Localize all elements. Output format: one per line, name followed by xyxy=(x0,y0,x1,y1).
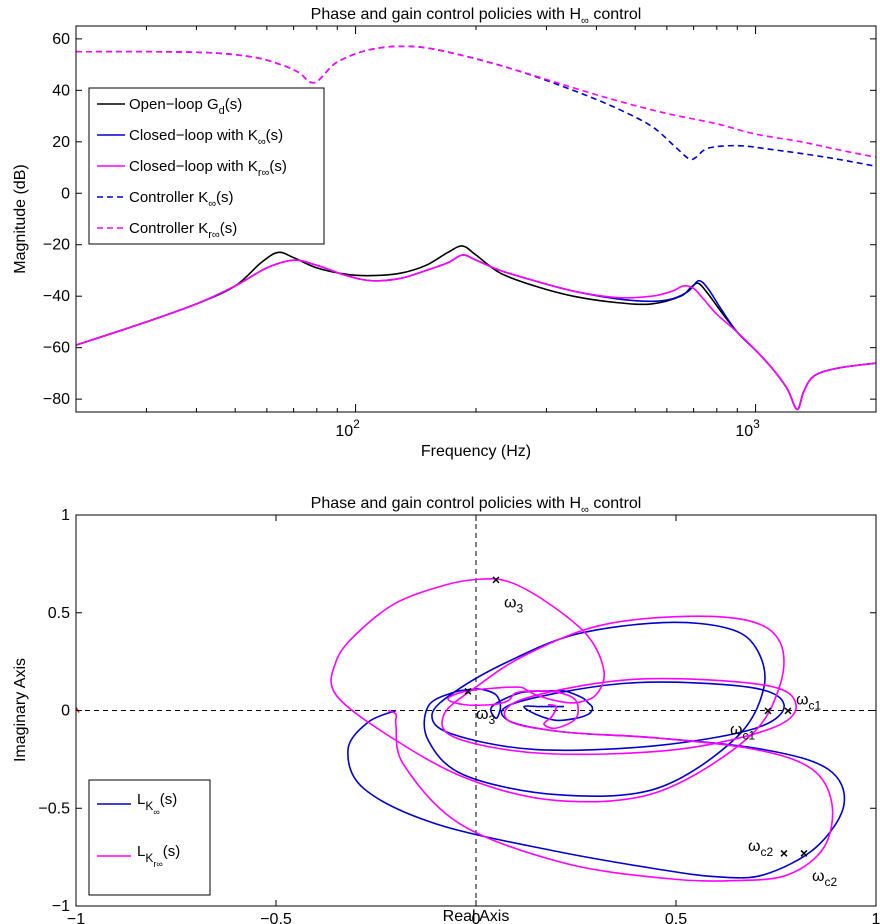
y-tick-label: −60 xyxy=(43,340,70,357)
bottom-legend: LK∞(s) LKr∞(s) xyxy=(88,779,211,896)
legend-label: LK∞(s) xyxy=(137,791,177,817)
x-tick-label: 102 xyxy=(335,417,360,440)
frequency-marker: × xyxy=(784,703,792,719)
y-tick-label: −20 xyxy=(43,237,70,254)
top-chart-title: Phase and gain control policies with H∞ … xyxy=(311,6,642,27)
frequency-marker: × xyxy=(764,703,772,719)
series-line-3 xyxy=(76,254,876,411)
legend-label: Controller K∞(s) xyxy=(129,189,234,210)
y-tick-label: 20 xyxy=(52,134,70,151)
frequency-marker: × xyxy=(800,845,808,861)
frequency-marker-label: ωc2 xyxy=(812,868,838,889)
legend-label: LKr∞(s) xyxy=(137,843,180,869)
y-tick-label: −1 xyxy=(52,898,70,915)
x-tick-label: 103 xyxy=(735,417,760,440)
y-tick-label: 0 xyxy=(61,703,70,720)
frequency-marker-label: ωc1 xyxy=(796,692,822,713)
y-tick-label: −0.5 xyxy=(38,800,70,817)
legend-label: Closed−loop with Kr∞(s) xyxy=(129,158,287,179)
frequency-marker-label: ω3 xyxy=(476,706,496,727)
nyquist-curve-2 xyxy=(330,577,834,882)
y-tick-label: −40 xyxy=(43,288,70,305)
y-tick-label: 0 xyxy=(61,185,70,202)
legend-label: Open−loop Gd(s) xyxy=(129,96,242,117)
x-tick-label: −0.5 xyxy=(260,911,292,924)
legend-box xyxy=(88,779,211,896)
nyquist-chart: ×ω3×ω3×ωc1×ωc1×ωc2 ×ωc2 10.50−0.5−1−1 −0.5… xyxy=(12,495,880,924)
frequency-marker: × xyxy=(464,683,472,699)
legend-box xyxy=(88,87,325,245)
y-tick-label: 60 xyxy=(52,31,70,48)
bottom-x-axis-label: Real Axis xyxy=(443,908,510,924)
x-tick-label: −1 xyxy=(67,911,85,924)
frequency-marker-label: ωc1 xyxy=(730,722,756,743)
bode-magnitude-chart: 60 40 20 0 −20 −40 −60 −80 102 103 Phase and gain… xyxy=(12,6,877,460)
legend-label: Controller Kr∞(s) xyxy=(129,220,237,241)
x-tick-label: 0.5 xyxy=(665,911,687,924)
top-y-axis-label: Magnitude (dB) xyxy=(12,164,29,273)
frequency-marker: × xyxy=(492,572,500,588)
top-legend: Open−loop Gd(s) Closed−loop with K∞(s) Clo… xyxy=(88,87,325,245)
series-line-5 xyxy=(76,45,876,159)
top-x-axis-label: Frequency (Hz) xyxy=(421,443,531,460)
frequency-marker: × xyxy=(780,845,788,861)
bottom-y-axis-label: Imaginary Axis xyxy=(12,658,29,762)
x-tick-label: 1 xyxy=(872,911,880,924)
y-tick-label: 0.5 xyxy=(48,605,70,622)
nyquist-curve-1 xyxy=(347,621,846,879)
y-tick-label: 1 xyxy=(61,507,70,524)
y-tick-label: −80 xyxy=(43,391,70,408)
frequency-marker-label: ωc2 xyxy=(748,838,774,859)
legend-label: Closed−loop with K∞(s) xyxy=(129,127,283,148)
y-tick-label: 40 xyxy=(52,82,70,99)
frequency-marker-label: ω3 xyxy=(504,595,524,616)
bottom-chart-title: Phase and gain control policies with H∞ … xyxy=(311,495,642,516)
x-tick-label: 0 xyxy=(472,911,481,924)
